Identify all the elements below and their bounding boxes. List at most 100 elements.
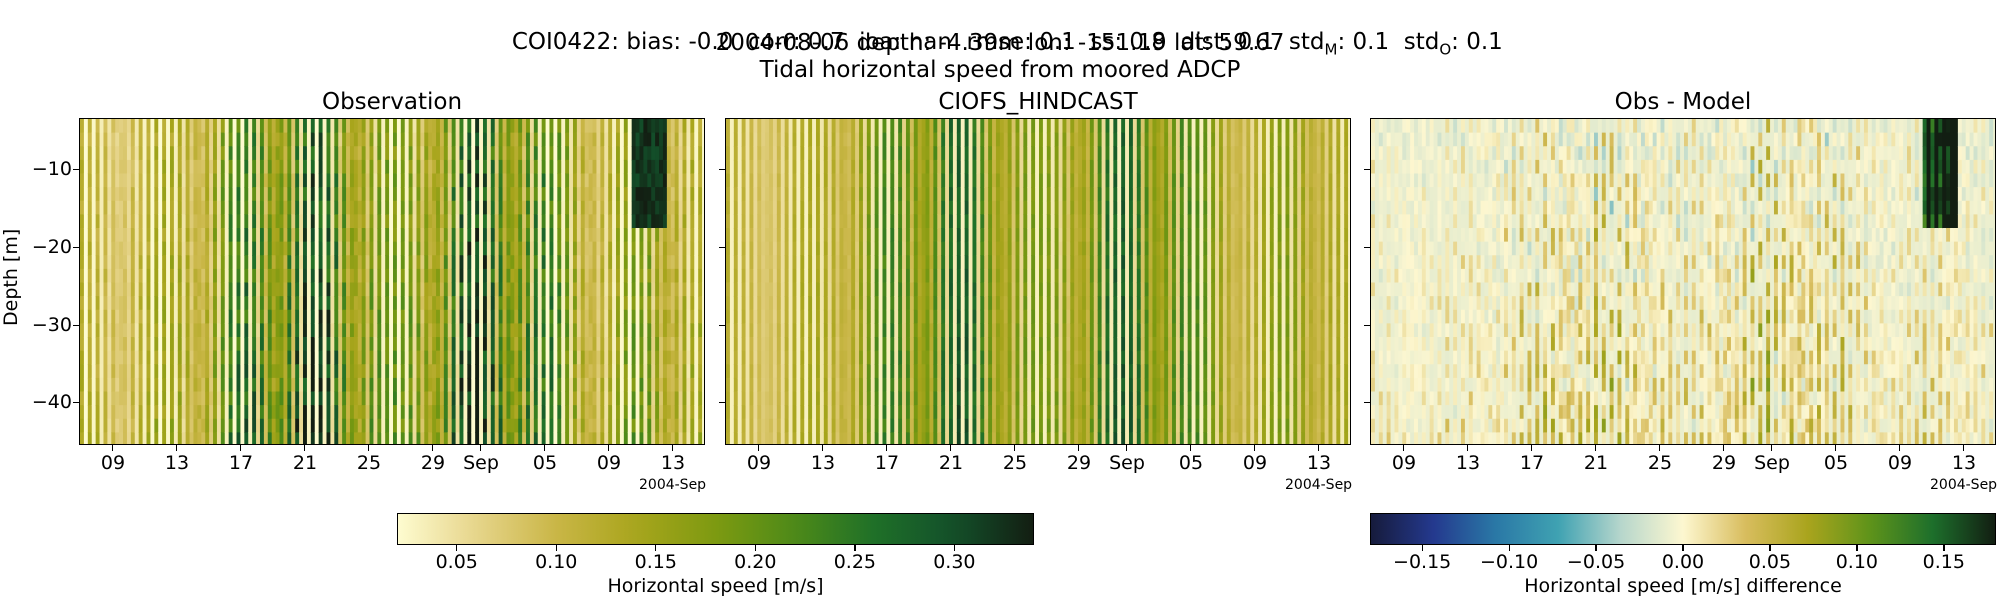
observation-cell [659, 418, 664, 433]
observation-cell [651, 200, 656, 215]
model-cell [769, 405, 774, 420]
observation-cell [205, 268, 210, 284]
observation-cell [213, 159, 218, 175]
model-cell [726, 309, 731, 324]
observation-cell [506, 228, 511, 243]
observation-cell [142, 418, 148, 433]
observation-cell [259, 418, 265, 433]
observation-cell [494, 418, 500, 433]
model-cell [859, 268, 864, 284]
observation-cell [169, 132, 175, 147]
observation-cell [408, 159, 414, 175]
model-cell [870, 159, 876, 175]
model-cell [800, 377, 805, 393]
observation-cell [193, 391, 198, 406]
observation-cell [322, 432, 328, 444]
observation-cell [252, 405, 257, 420]
observation-cell [240, 296, 245, 311]
model-cell [753, 296, 758, 311]
observation-cell [670, 228, 676, 243]
observation-cell [463, 214, 468, 229]
model-cell [761, 255, 766, 270]
observation-cell [236, 200, 242, 215]
observation-cell [162, 173, 167, 188]
observation-cell [189, 200, 195, 215]
observation-cell [533, 241, 539, 256]
observation-cell [623, 337, 629, 352]
observation-cell [322, 132, 328, 147]
observation-cell [533, 119, 539, 134]
model-cell [745, 282, 751, 297]
observation-cell [506, 337, 511, 352]
observation-cell [596, 377, 601, 393]
observation-cell [283, 350, 288, 365]
observation-cell [166, 268, 171, 284]
observation-cell [439, 350, 445, 365]
observation-cell [436, 337, 441, 352]
observation-cell [134, 159, 140, 175]
observation-cell [224, 282, 230, 297]
observation-cell [346, 268, 351, 284]
model-cell [839, 405, 844, 420]
observation-cell [228, 132, 234, 147]
observation-cell [338, 350, 343, 365]
model-cell [839, 255, 844, 270]
observation-cell [612, 337, 617, 352]
observation-cell [662, 296, 668, 311]
observation-cell [349, 364, 355, 379]
observation-cell [181, 350, 187, 365]
observation-cell [627, 119, 633, 134]
observation-cell [173, 146, 179, 161]
observation-cell [373, 296, 378, 311]
observation-cell [361, 228, 367, 243]
observation-cell [623, 228, 629, 243]
observation-cell [353, 418, 359, 433]
observation-cell [138, 418, 144, 433]
model-cell [765, 282, 770, 297]
observation-cell [619, 268, 625, 284]
model-cell [733, 337, 739, 352]
model-cell [741, 228, 747, 243]
observation-cell [408, 200, 414, 215]
observation-cell [267, 214, 273, 229]
observation-cell [514, 350, 519, 365]
observation-cell [576, 337, 582, 352]
observation-cell [463, 432, 468, 444]
observation-cell [510, 350, 515, 365]
observation-cell [412, 323, 418, 338]
observation-cell [279, 350, 285, 365]
observation-cell [572, 214, 578, 229]
model-cell [905, 187, 911, 202]
observation-cell [349, 296, 355, 311]
observation-cell [541, 282, 547, 297]
model-cell [749, 309, 754, 324]
observation-cell [498, 337, 504, 352]
model-cell [753, 146, 758, 161]
observation-cell [420, 364, 425, 379]
observation-cell [690, 418, 695, 433]
model-cell [851, 132, 856, 147]
observation-cell [463, 377, 468, 393]
observation-cell [537, 337, 543, 352]
observation-cell [216, 119, 222, 134]
model-cell [741, 241, 747, 256]
model-cell [792, 323, 798, 338]
observation-cell [420, 132, 425, 147]
model-cell [894, 268, 899, 284]
model-cell [729, 146, 735, 161]
observation-cell [498, 405, 504, 420]
model-cell [902, 119, 907, 134]
observation-cell [193, 146, 198, 161]
observation-cell [596, 214, 601, 229]
observation-cell [353, 187, 359, 202]
model-cell [780, 146, 786, 161]
observation-cell [150, 418, 155, 433]
observation-cell [545, 391, 551, 406]
observation-cell [565, 214, 570, 229]
observation-cell [252, 323, 257, 338]
observation-cell [424, 364, 429, 379]
observation-cell [169, 405, 175, 420]
observation-cell [158, 282, 163, 297]
model-cell [769, 268, 774, 284]
observation-cell [252, 391, 257, 406]
